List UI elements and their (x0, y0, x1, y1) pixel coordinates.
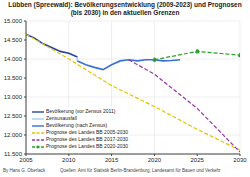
svg-text:14.000: 14.000 (8, 56, 23, 62)
html-text:Bevölkerung (vor Zensus 2011): Bevölkerung (vor Zensus 2011) (46, 108, 116, 114)
svg-text:13.000: 13.000 (8, 94, 23, 100)
svg-text:2030: 2030 (233, 157, 242, 163)
svg-text:14.500: 14.500 (8, 37, 23, 43)
svg-text:15.000: 15.000 (8, 18, 23, 24)
html-text:Bevölkerung (nach Zensus): Bevölkerung (nach Zensus) (46, 122, 108, 128)
svg-text:12.000: 12.000 (8, 132, 23, 138)
svg-text:2010: 2010 (62, 157, 76, 163)
html-text:Prognose des Landes BB 2017-20: Prognose des Landes BB 2017-2030 (46, 136, 128, 142)
svg-text:12.500: 12.500 (8, 113, 23, 119)
html-text:Prognose des Landes BB 2005-20: Prognose des Landes BB 2005-2030 (46, 129, 128, 135)
svg-text:2020: 2020 (148, 157, 162, 163)
svg-text:2025: 2025 (191, 157, 205, 163)
html-text:Quellen: Amt für Statistik Ber: Quellen: Amt für Statistik Berlin-Brande… (60, 168, 221, 173)
html-text:By Hans G. Oberlack: By Hans G. Oberlack (3, 168, 46, 173)
svg-text:2005: 2005 (19, 157, 33, 163)
html-text:Lübben (Spreewald): Bevölkerun: Lübben (Spreewald): Bevölkerungsentwickl… (8, 1, 242, 16)
html-text:Prognose des Landes BB 2020-20: Prognose des Landes BB 2020-2030 (46, 143, 128, 149)
svg-text:11.500: 11.500 (8, 151, 23, 157)
svg-text:2015: 2015 (105, 157, 119, 163)
svg-text:13.500: 13.500 (8, 75, 23, 81)
html-text:Zensusausfall: Zensusausfall (46, 115, 77, 121)
